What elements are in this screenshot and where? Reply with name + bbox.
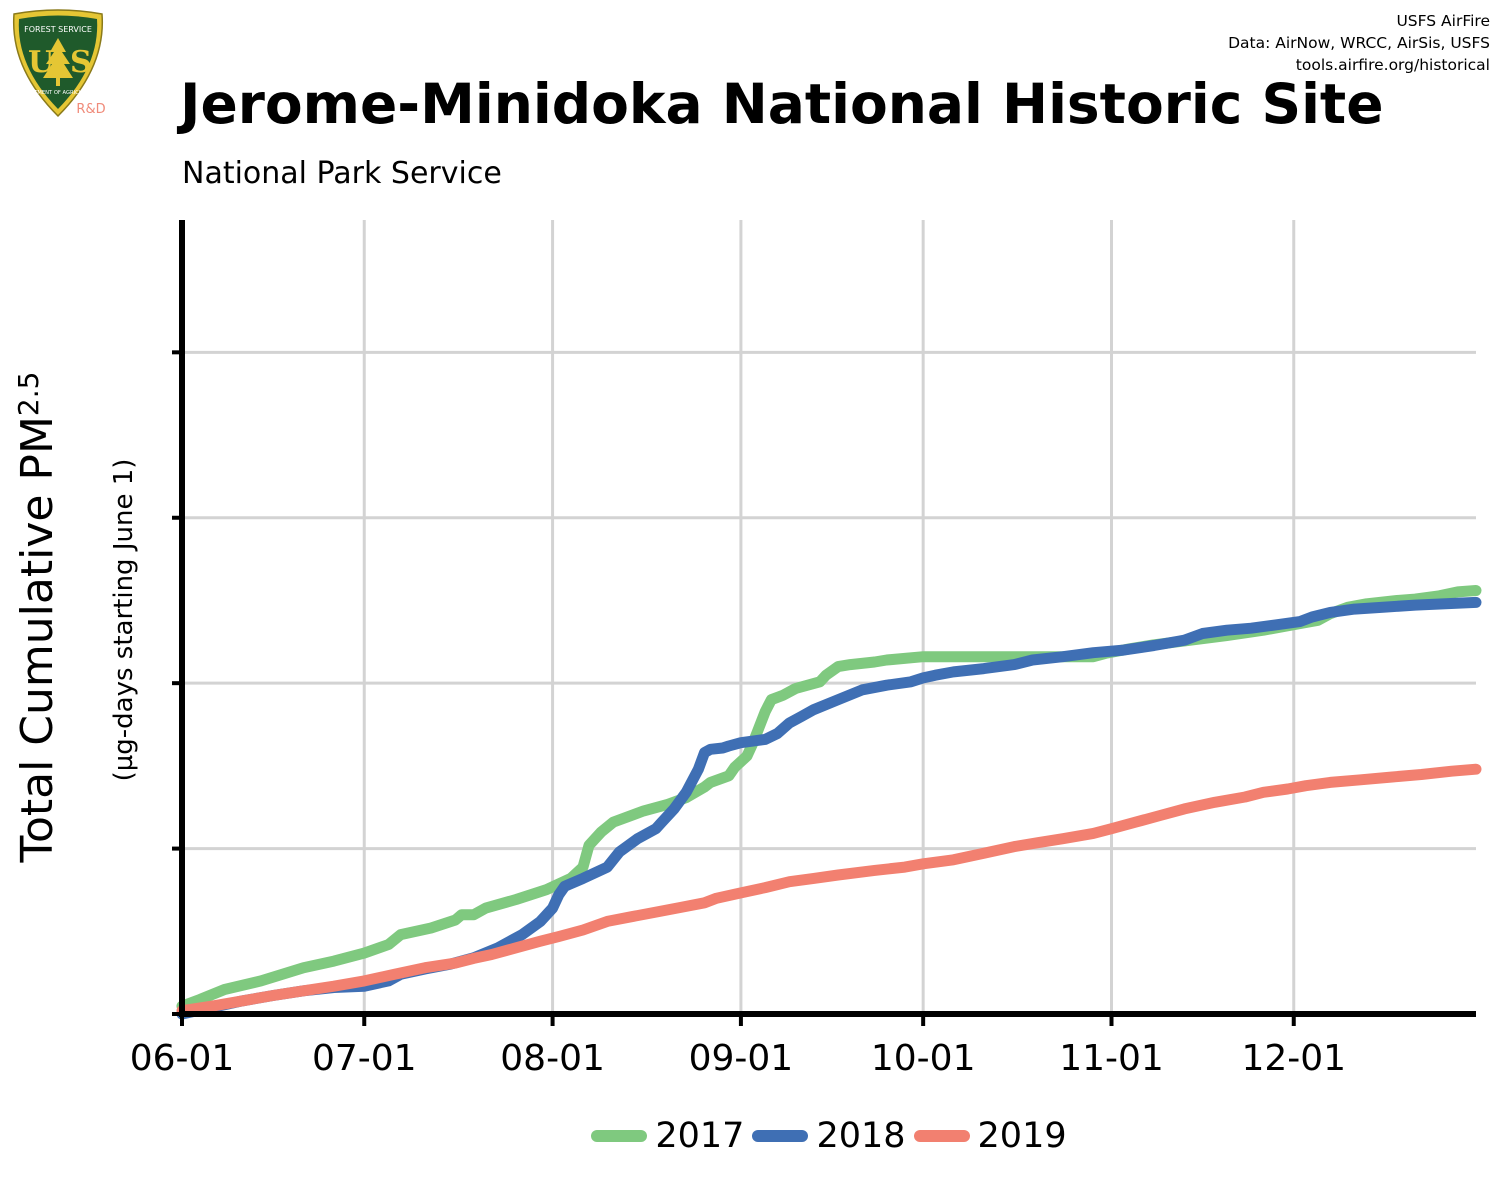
series-line-2017 [176, 585, 1482, 1012]
legend-swatch [752, 1130, 809, 1142]
credits-line-3: tools.airfire.org/historical [1295, 56, 1490, 74]
y-axis-sublabel: (µg-days starting June 1) [109, 459, 139, 782]
logo-bottom-text: DEPARTMENT OF AGRICULTURE [17, 90, 98, 96]
credits: USFS AirFire Data: AirNow, WRCC, AirSis,… [1228, 10, 1490, 76]
credits-line-2: Data: AirNow, WRCC, AirSis, USFS [1228, 34, 1490, 52]
legend-item-2018: 2018 [752, 1116, 906, 1156]
legend-item-2019: 2019 [913, 1116, 1067, 1156]
chart-subtitle: National Park Service [182, 156, 502, 191]
logo-tag: R&D [76, 102, 105, 117]
svg-text:U: U [28, 45, 54, 80]
svg-text:S: S [70, 45, 92, 80]
legend-swatch [913, 1130, 970, 1142]
series-layer [176, 585, 1482, 1020]
y-axis-label: Total Cumulative PM2.5 [12, 372, 63, 864]
legend: 2017 2018 2019 [0, 1112, 1500, 1160]
logo-top-text: FOREST SERVICE [24, 25, 92, 34]
x-tick-label: 11-01 [1059, 1038, 1164, 1079]
series-line-2019 [176, 763, 1482, 1017]
legend-item-2017: 2017 [591, 1116, 744, 1156]
legend-label: 2018 [816, 1116, 906, 1156]
legend-swatch [591, 1130, 648, 1142]
legend-label: 2017 [655, 1116, 745, 1156]
label-layer: Total Cumulative PM2.5 (µg-days starting… [12, 372, 139, 864]
axes-layer: 06-01 07-01 08-01 09-01 10-01 11-01 12-01 [130, 220, 1476, 1079]
credits-line-1: USFS AirFire [1396, 12, 1490, 30]
grid-layer [182, 220, 1476, 1014]
x-tick-label: 10-01 [871, 1038, 976, 1079]
x-tick-label: 08-01 [500, 1038, 605, 1079]
x-tick-label: 12-01 [1241, 1038, 1346, 1079]
legend-label: 2019 [977, 1116, 1067, 1156]
usfs-shield-logo-icon: FOREST SERVICE U S DEPARTMENT OF AGRICUL… [12, 9, 106, 118]
x-tick-label: 06-01 [130, 1038, 235, 1079]
x-tick-label: 07-01 [312, 1038, 417, 1079]
chart-title: Jerome-Minidoka National Historic Site [180, 72, 1384, 136]
x-tick-label: 09-01 [689, 1038, 794, 1079]
